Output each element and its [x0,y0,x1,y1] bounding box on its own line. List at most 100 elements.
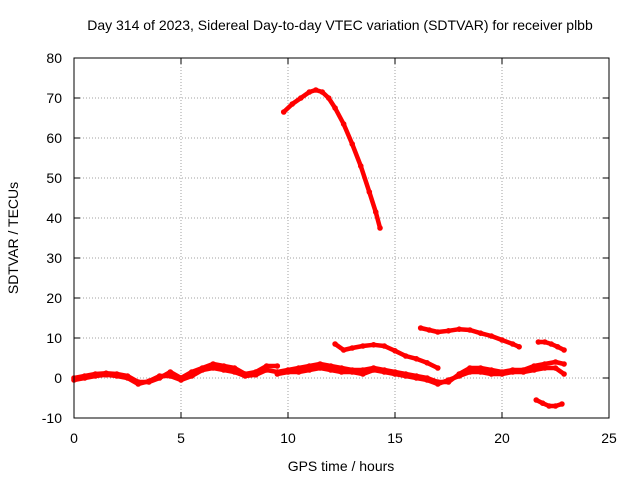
data-point [467,365,473,371]
data-point [377,225,383,231]
chart-title: Day 314 of 2023, Sidereal Day-to-day VTE… [87,17,593,33]
data-point [325,95,332,101]
data-point [81,375,88,381]
series-arc-mid-3 [535,339,567,353]
data-point [221,367,227,373]
data-point [306,89,313,95]
data-point [231,369,238,375]
data-point [274,363,281,369]
data-point [392,371,398,377]
data-point [349,141,356,147]
data-point [370,342,377,348]
series-arc-mid-2 [417,325,522,350]
data-point [561,371,567,377]
data-point [167,369,174,375]
data-point [467,369,473,375]
data-point [221,363,227,369]
data-point [477,330,484,337]
data-point [402,373,409,379]
data-point [552,403,559,409]
data-point [424,360,430,366]
y-tick-label: 20 [46,290,62,306]
data-point [539,400,546,407]
data-point [381,369,388,375]
data-point [306,367,313,373]
x-tick-label: 20 [494,430,510,446]
y-tick-label: 40 [46,210,62,226]
data-point [559,401,565,407]
data-point [413,356,420,362]
data-point [114,373,120,379]
data-point [372,209,379,215]
data-point [435,365,441,371]
data-point [340,121,347,127]
data-point [298,95,304,101]
data-point [328,363,334,369]
data-point [135,381,141,387]
data-point [548,341,555,347]
data-point [332,105,338,111]
data-point [426,327,433,333]
y-tick-label: 60 [46,130,62,146]
data-point [317,361,323,367]
data-point [167,373,174,379]
data-point [360,371,366,377]
series-arc-low-neg [533,397,565,409]
series-trace [275,365,567,387]
data-point [561,347,567,353]
data-point [370,367,377,373]
data-point [402,353,409,359]
y-axis-label: SDTVAR / TECUs [5,182,21,294]
data-point [413,375,420,381]
data-point [274,371,281,377]
data-point [317,365,323,371]
axis-ticks: 0 5 10 15 20 25 -10 0 10 20 30 40 50 60 70 80 [42,50,617,446]
data-point [477,369,484,375]
data-point [531,367,537,373]
data-point [360,343,366,349]
data-point [546,403,552,409]
data-point [381,343,388,349]
data-point [263,367,270,373]
data-point [338,369,345,375]
data-point [280,109,287,115]
data-point [338,365,345,371]
data-point [552,359,559,365]
data-point [349,345,356,351]
series-band-b [71,365,281,387]
data-point [531,363,537,369]
data-point [445,377,452,383]
y-tick-label: 30 [46,250,62,266]
data-point [561,361,567,367]
data-point [542,361,548,367]
y-tick-label: 0 [54,370,62,386]
data-point [210,361,216,367]
data-point [263,363,270,369]
data-point [328,367,334,373]
data-point [210,365,216,371]
y-tick-label: -10 [42,410,62,426]
data-point [188,373,195,379]
y-tick-label: 80 [46,50,62,66]
x-tick-label: 25 [601,430,617,446]
data-point [306,363,313,369]
data-point [456,373,463,379]
data-point [535,339,542,345]
data-point [124,375,131,381]
data-point [488,371,495,377]
data-point [332,341,338,347]
series-arc-mid-1 [332,341,441,371]
data-point [516,344,522,350]
data-point [542,339,548,345]
data-point [146,378,152,385]
data-point [417,325,424,331]
data-point [319,89,326,95]
data-point [488,333,495,339]
series-arc-high-peak [280,87,383,231]
data-point [313,87,319,93]
data-point [103,372,109,378]
data-point [435,381,441,387]
data-point [199,367,206,373]
data-point [509,341,516,347]
data-point [357,163,364,169]
